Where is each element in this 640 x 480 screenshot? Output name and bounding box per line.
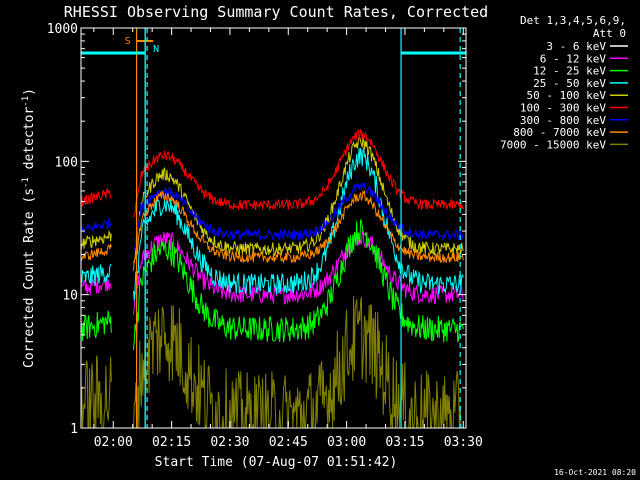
x-tick-label: 02:45 bbox=[269, 435, 308, 450]
legend-entry: 50 - 100 keV bbox=[527, 89, 607, 102]
interval-label: S bbox=[125, 36, 131, 47]
series-line bbox=[133, 219, 464, 351]
y-tick-label: 10 bbox=[62, 289, 78, 304]
series-line bbox=[81, 275, 112, 296]
series-line bbox=[81, 355, 112, 428]
legend-entry: 800 - 7000 keV bbox=[513, 126, 606, 139]
series-line bbox=[81, 310, 112, 342]
series-line bbox=[133, 182, 464, 251]
y-tick-label: 1 bbox=[70, 422, 78, 437]
series-line-dark bbox=[132, 242, 464, 380]
y-tick-label: 1000 bbox=[47, 22, 78, 37]
x-tick-label: 02:30 bbox=[210, 435, 249, 450]
x-tick-label: 03:30 bbox=[444, 435, 483, 450]
plot-frame bbox=[80, 27, 467, 429]
series-line bbox=[133, 129, 464, 218]
legend-header-line-1: Det 1,3,4,5,6,9, bbox=[520, 14, 626, 27]
series-line bbox=[133, 229, 464, 315]
legend-entry: 25 - 50 keV bbox=[533, 77, 606, 90]
x-tick-label: 02:00 bbox=[94, 435, 133, 450]
series-line bbox=[81, 243, 112, 262]
legend-entry: 3 - 6 keV bbox=[546, 40, 606, 53]
y-axis-label: Corrected Count Rate (s-1 detector-1) bbox=[21, 88, 37, 368]
x-tick-label: 03:15 bbox=[385, 435, 424, 450]
series-line bbox=[81, 263, 112, 286]
legend-entry: 6 - 12 keV bbox=[540, 52, 607, 65]
generation-timestamp: 16-Oct-2021 08:20 bbox=[554, 468, 636, 477]
y-tick-label: 100 bbox=[55, 155, 78, 170]
series-layer bbox=[81, 129, 464, 428]
legend-entry: 7000 - 15000 keV bbox=[500, 138, 606, 151]
x-tick-label: 02:15 bbox=[152, 435, 191, 450]
x-axis-label: Start Time (07-Aug-07 01:51:42) bbox=[155, 455, 398, 470]
series-line bbox=[133, 189, 464, 271]
series-line bbox=[81, 187, 112, 207]
series-line-dark bbox=[81, 324, 112, 370]
chart-title: RHESSI Observing Summary Count Rates, Co… bbox=[64, 3, 488, 21]
series-line bbox=[133, 147, 464, 301]
legend-entry: 300 - 800 keV bbox=[520, 114, 606, 127]
legend-entry: 12 - 25 keV bbox=[533, 65, 606, 78]
series-line bbox=[81, 230, 112, 251]
series-line bbox=[81, 218, 112, 234]
series-line bbox=[133, 295, 464, 428]
interval-label: N bbox=[153, 44, 159, 55]
x-axis: 02:00 02:15 02:30 02:45 03:00 03:15 03:30 bbox=[93, 28, 483, 450]
y-axis: 1 10 100 1000 bbox=[47, 22, 466, 437]
series-line bbox=[133, 134, 464, 263]
interval-layer: SN bbox=[81, 28, 466, 428]
x-tick-label: 03:00 bbox=[327, 435, 366, 450]
legend-header-line-2: Att 0 bbox=[593, 27, 626, 40]
legend-entry: 100 - 300 keV bbox=[520, 102, 606, 115]
